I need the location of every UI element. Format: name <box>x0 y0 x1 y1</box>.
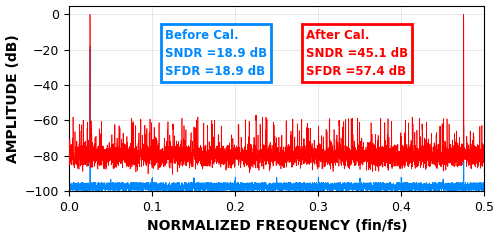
Y-axis label: AMPLITUDE (dB): AMPLITUDE (dB) <box>6 34 20 163</box>
Text: After Cal.
SNDR =45.1 dB
SFDR =57.4 dB: After Cal. SNDR =45.1 dB SFDR =57.4 dB <box>306 28 408 77</box>
X-axis label: NORMALIZED FREQUENCY (fin/fs): NORMALIZED FREQUENCY (fin/fs) <box>146 219 407 234</box>
Text: Before Cal.
SNDR =18.9 dB
SFDR =18.9 dB: Before Cal. SNDR =18.9 dB SFDR =18.9 dB <box>164 28 267 77</box>
